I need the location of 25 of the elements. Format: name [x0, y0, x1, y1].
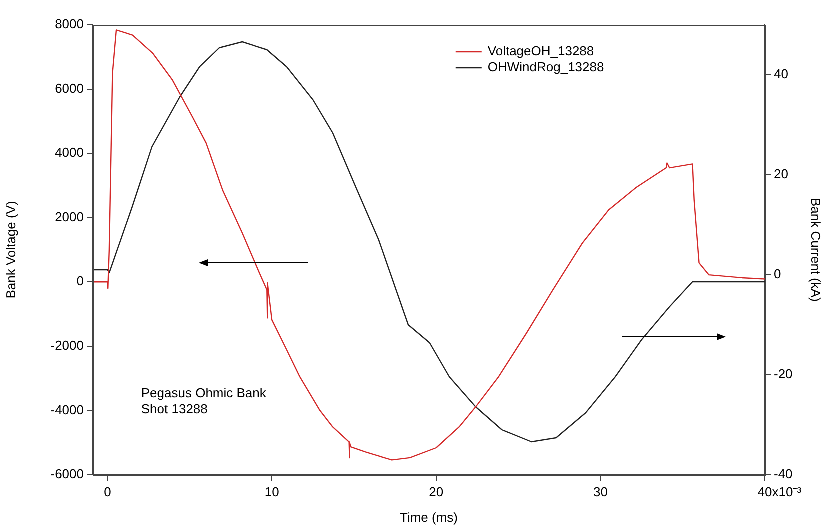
x-tick-label: 30	[593, 484, 608, 500]
y-tick-label: 4000	[55, 145, 84, 160]
y-tick-label: 2000	[55, 209, 84, 224]
x-tick-label: 10	[264, 484, 280, 500]
y2-tick-label: -40	[774, 466, 793, 482]
x-tick-label: 40	[758, 484, 772, 500]
y2-tick-label: 40	[774, 66, 788, 82]
y-tick-label: -6000	[50, 466, 84, 482]
legend-label: OHWindRog_13288	[488, 60, 604, 75]
y2-tick-label: 20	[774, 166, 788, 182]
x-axis-title: Time (ms)	[400, 510, 458, 525]
y-tick-label: 0	[76, 274, 84, 289]
legend-label: VoltageOH_13288	[488, 44, 594, 59]
y-tick-label: 8000	[55, 16, 84, 32]
x-tick-label: 20	[429, 484, 444, 500]
text: x10⁻³	[772, 484, 802, 500]
y-tick-label: 6000	[55, 80, 84, 96]
y-axis-title: Bank Voltage (V)	[3, 201, 18, 299]
y-tick-label: -4000	[50, 402, 84, 418]
annotation: Pegasus Ohmic Bank Shot 13288	[141, 386, 267, 417]
y2-tick-label: 0	[774, 266, 782, 282]
x-tick-label: 0	[104, 484, 112, 500]
y2-axis-title: Bank Current (kA)	[808, 198, 824, 302]
y-tick-label: -2000	[50, 338, 84, 354]
y2-tick-label: -20	[774, 366, 793, 382]
